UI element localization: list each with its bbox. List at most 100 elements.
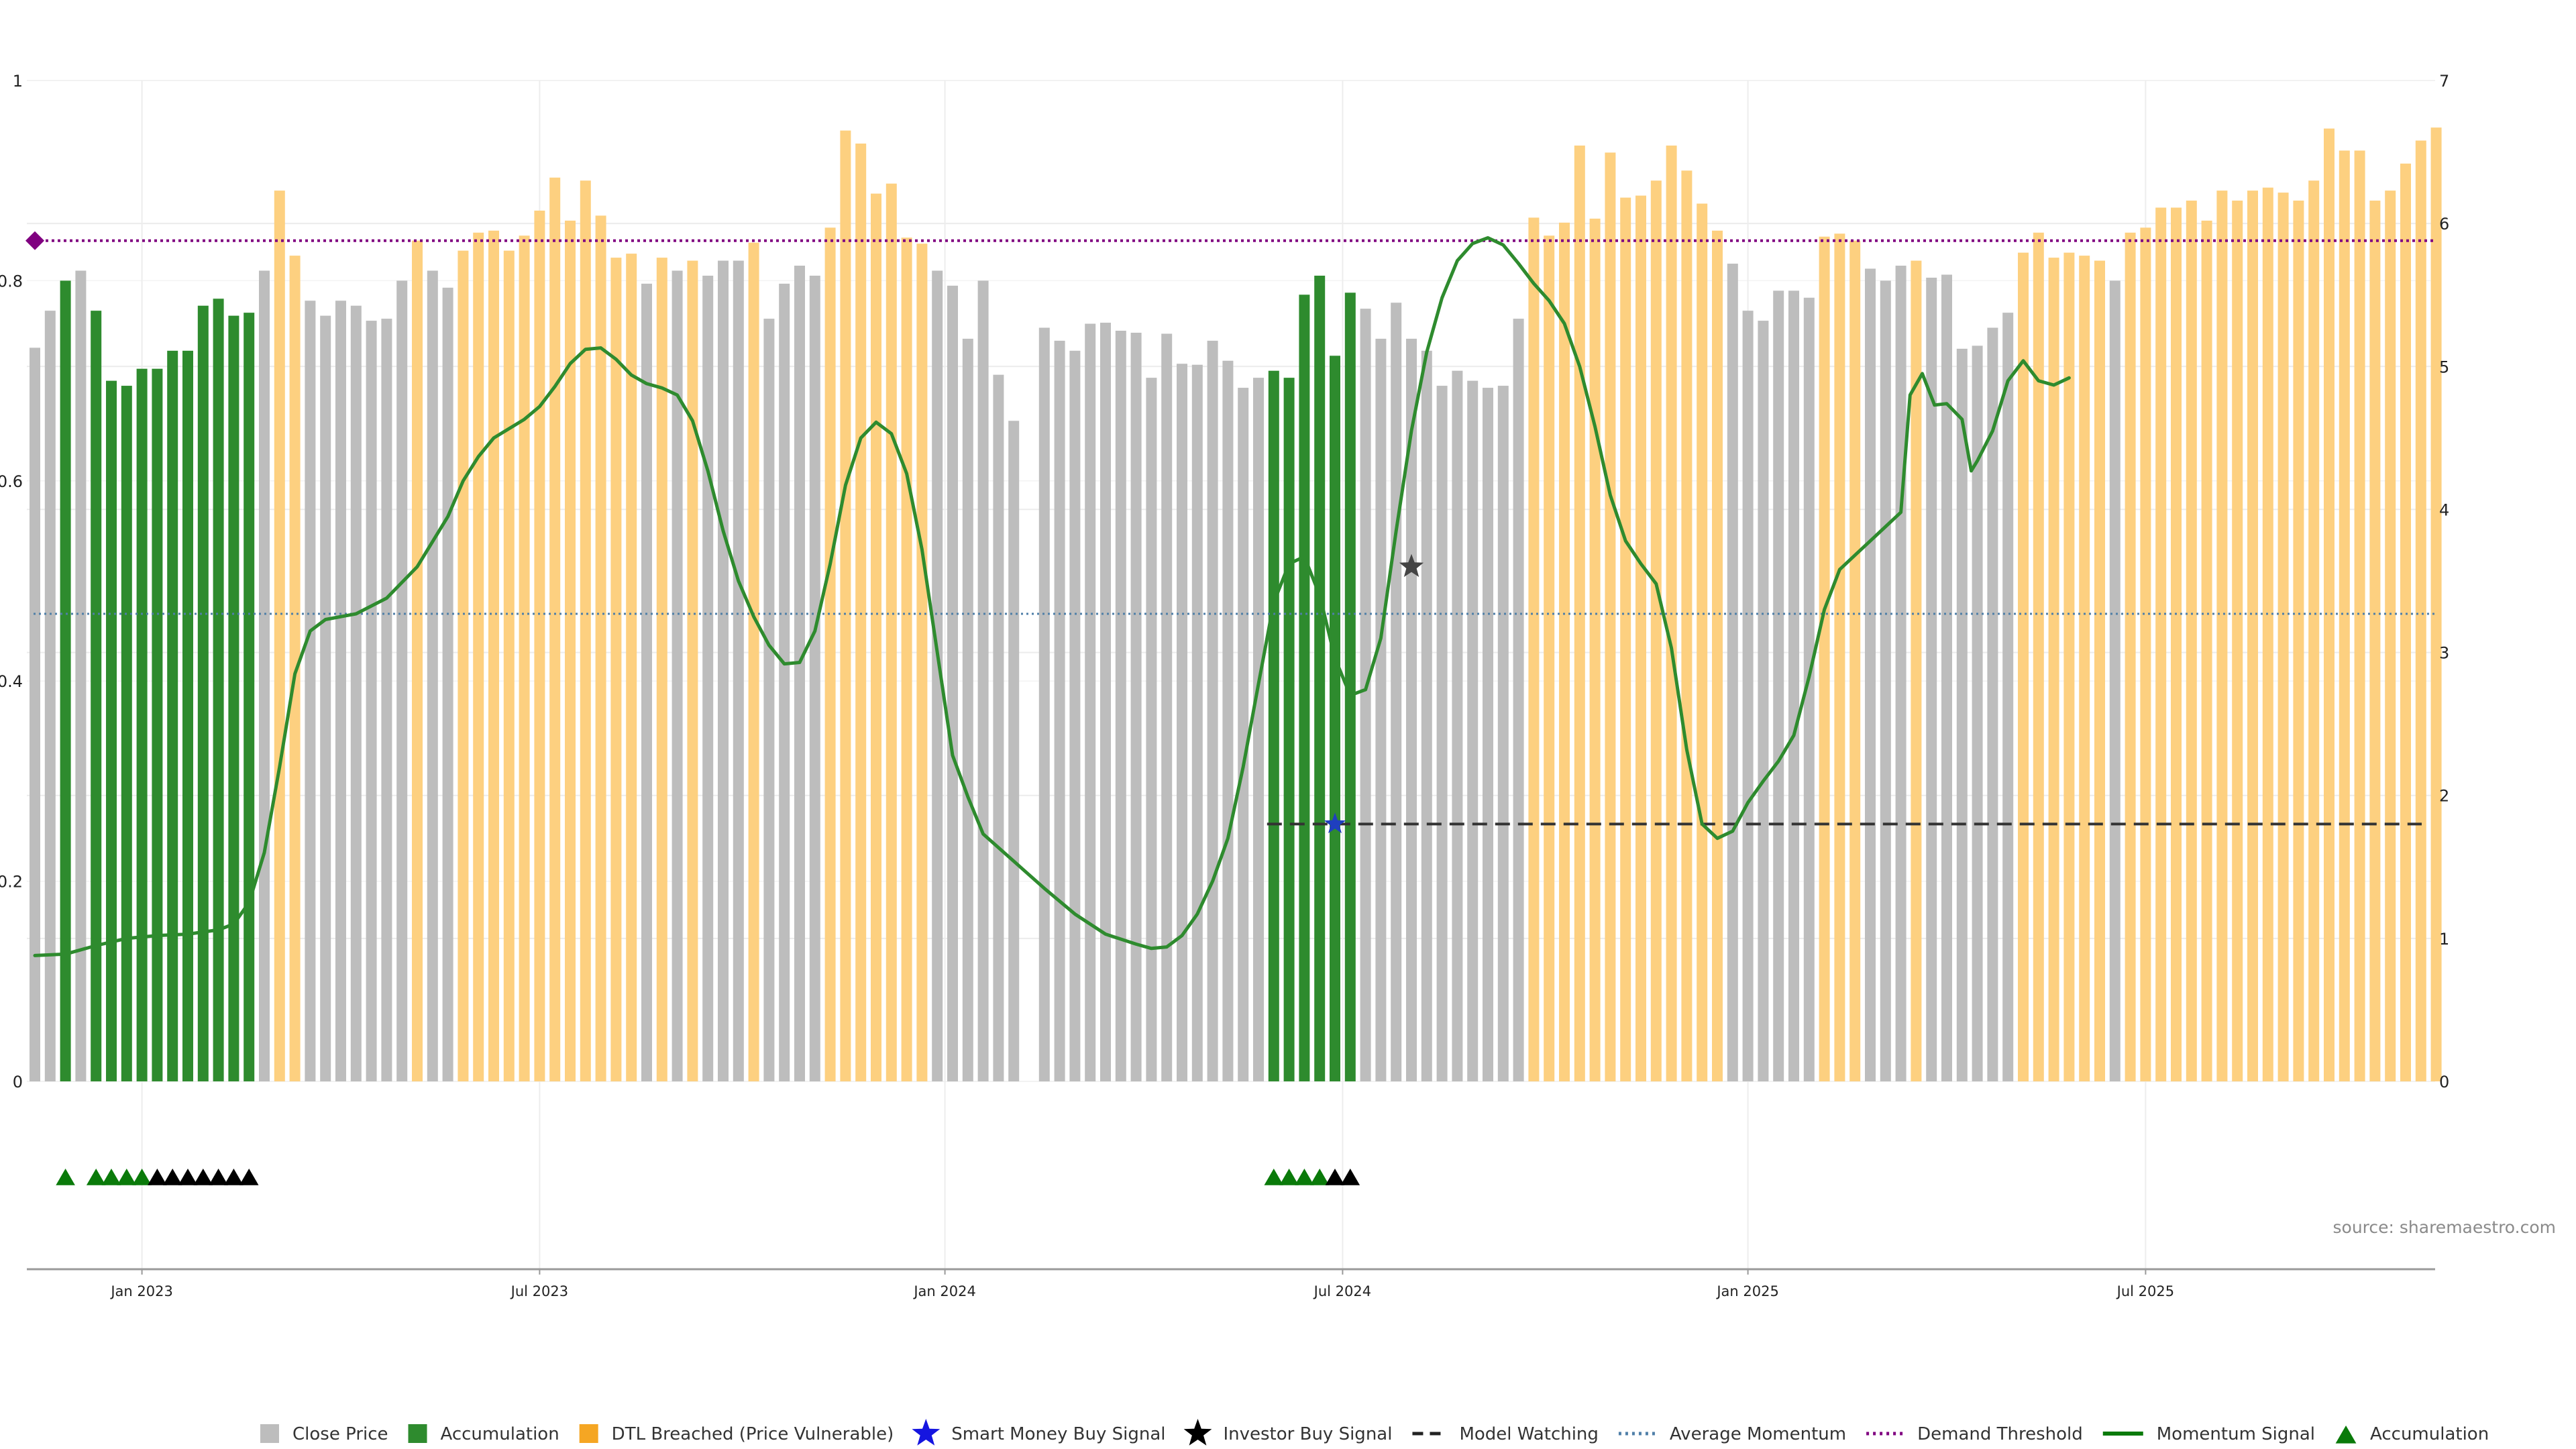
dtl-breached-bar	[1849, 240, 1861, 1082]
dtl-breached-bar	[2063, 252, 2075, 1081]
dtl-breached-bar	[2216, 191, 2228, 1081]
dtl-breached-bar	[549, 177, 561, 1081]
close-price-bar	[641, 283, 652, 1082]
close-price-bar	[1207, 340, 1218, 1081]
close-price-bar	[1452, 370, 1463, 1082]
dtl-breached-bar	[610, 258, 622, 1082]
dtl-breached-bar	[1712, 230, 1723, 1081]
close-price-bar	[1130, 332, 1142, 1081]
close-price-bar	[1253, 378, 1264, 1081]
x-axis-date-label: Jan 2023	[109, 1283, 173, 1299]
close-price-bar	[794, 266, 805, 1081]
close-price-bar	[1115, 331, 1126, 1081]
legend-investor-star-icon	[1183, 1419, 1212, 1446]
close-price-bar	[1773, 290, 1784, 1081]
dtl-breached-bar	[274, 191, 285, 1081]
accumulation-bar	[213, 299, 224, 1082]
close-price-bar	[427, 270, 438, 1082]
dtl-breached-bar	[2339, 150, 2350, 1082]
accumulation-triangle	[132, 1169, 152, 1185]
accumulation-triangle	[1264, 1169, 1284, 1185]
accumulation-triangle	[56, 1169, 75, 1185]
dtl-breached-bar	[2140, 227, 2151, 1082]
close-price-bar	[350, 305, 362, 1082]
indicator-lines	[25, 231, 2435, 957]
close-price-bar	[702, 275, 714, 1082]
close-price-bar	[1758, 321, 1769, 1082]
close-price-bar	[1956, 348, 1968, 1082]
close-price-bar	[947, 285, 958, 1081]
legend-label: Investor Buy Signal	[1223, 1424, 1392, 1444]
legend-label: Model Watching	[1459, 1424, 1598, 1444]
accumulation-bar	[1268, 370, 1279, 1082]
dtl-breached-bar	[916, 244, 928, 1081]
legend-swatch	[579, 1424, 598, 1443]
close-price-bar	[1972, 345, 1983, 1081]
y-right-tick-label: 6	[2439, 215, 2449, 233]
dtl-breached-bar	[855, 143, 867, 1082]
accumulation-triangle-black	[1325, 1169, 1345, 1185]
momentum-signal-line	[33, 236, 2071, 957]
dtl-breached-bar	[473, 232, 484, 1082]
dtl-breached-bar	[2400, 163, 2411, 1082]
x-axis-date-label: Jul 2025	[2116, 1283, 2174, 1299]
close-price-bar	[1497, 386, 1509, 1081]
close-price-bar	[1238, 388, 1249, 1082]
accumulation-triangle-black	[148, 1169, 167, 1185]
close-price-bar	[962, 338, 973, 1081]
y-left-tick-label: 0.8	[0, 272, 23, 290]
y-right-tick-label: 7	[2439, 72, 2449, 91]
close-price-bar	[305, 301, 316, 1081]
dtl-breached-bar	[458, 250, 469, 1081]
dtl-breached-bar	[1697, 203, 1708, 1081]
close-price-bar	[1987, 327, 1998, 1082]
legend: Close Price Accumulation DTL Breached (Pri…	[260, 1419, 2489, 1446]
legend-label: Momentum Signal	[2157, 1424, 2315, 1444]
accumulation-triangle-black	[193, 1169, 213, 1185]
axes: 0 0.2 0.4 0.6 0.8 1 0 1 2 3 4 5 6 7 Jan 2023 Jul 2023 Ja…	[0, 72, 2449, 1299]
dtl-breached-bar	[2415, 140, 2426, 1081]
close-price-bar	[44, 311, 56, 1081]
accumulation-bar	[1299, 294, 1310, 1082]
y-left-tick-label: 0.6	[0, 472, 23, 491]
dtl-breached-bar	[1635, 195, 1646, 1082]
close-price-bar	[1069, 350, 1081, 1081]
legend-label: Average Momentum	[1670, 1424, 1846, 1444]
dtl-breached-bar	[1681, 170, 1693, 1081]
accumulation-triangle	[1309, 1169, 1330, 1185]
legend-label: Accumulation	[441, 1424, 559, 1444]
close-price-bar	[75, 270, 87, 1082]
x-axis-date-label: Jan 2025	[1715, 1283, 1779, 1299]
close-price-bar	[396, 280, 408, 1081]
dtl-breached-bar	[2079, 256, 2090, 1082]
close-price-bar	[1788, 290, 1799, 1081]
dtl-breached-bar	[1650, 180, 1662, 1082]
close-price-bar	[30, 347, 40, 1081]
accumulation-bar	[228, 315, 239, 1081]
dtl-breached-bar	[2293, 201, 2304, 1081]
x-axis-date-label: Jan 2024	[912, 1283, 976, 1299]
accumulation-bar	[167, 350, 178, 1081]
dtl-breached-bar	[565, 220, 576, 1081]
dtl-breached-bar	[1819, 236, 1830, 1082]
close-price-bar	[1926, 277, 1937, 1081]
legend-label: Demand Threshold	[1917, 1424, 2083, 1444]
dtl-breached-bar	[1559, 222, 1570, 1081]
accumulation-bar	[106, 380, 117, 1081]
dtl-breached-bar	[1834, 233, 1845, 1081]
source-note: source: sharemaestro.com	[2333, 1218, 2557, 1237]
close-price-bar	[1391, 303, 1402, 1081]
legend-smart-money-star-icon	[912, 1419, 941, 1446]
accumulation-triangle	[86, 1169, 106, 1185]
dtl-breached-bar	[1911, 260, 1922, 1081]
dtl-breached-bar	[2232, 201, 2243, 1081]
close-price-bar	[2002, 313, 2014, 1081]
dtl-breached-bar	[840, 130, 851, 1082]
dtl-breached-bar	[2369, 201, 2381, 1081]
accumulation-bar	[91, 311, 102, 1081]
close-price-bar	[1803, 297, 1815, 1081]
accumulation-triangle	[1279, 1169, 1299, 1185]
close-price-bar	[932, 270, 943, 1082]
y-right-tick-label: 1	[2439, 930, 2449, 949]
close-price-bar	[1742, 311, 1754, 1081]
